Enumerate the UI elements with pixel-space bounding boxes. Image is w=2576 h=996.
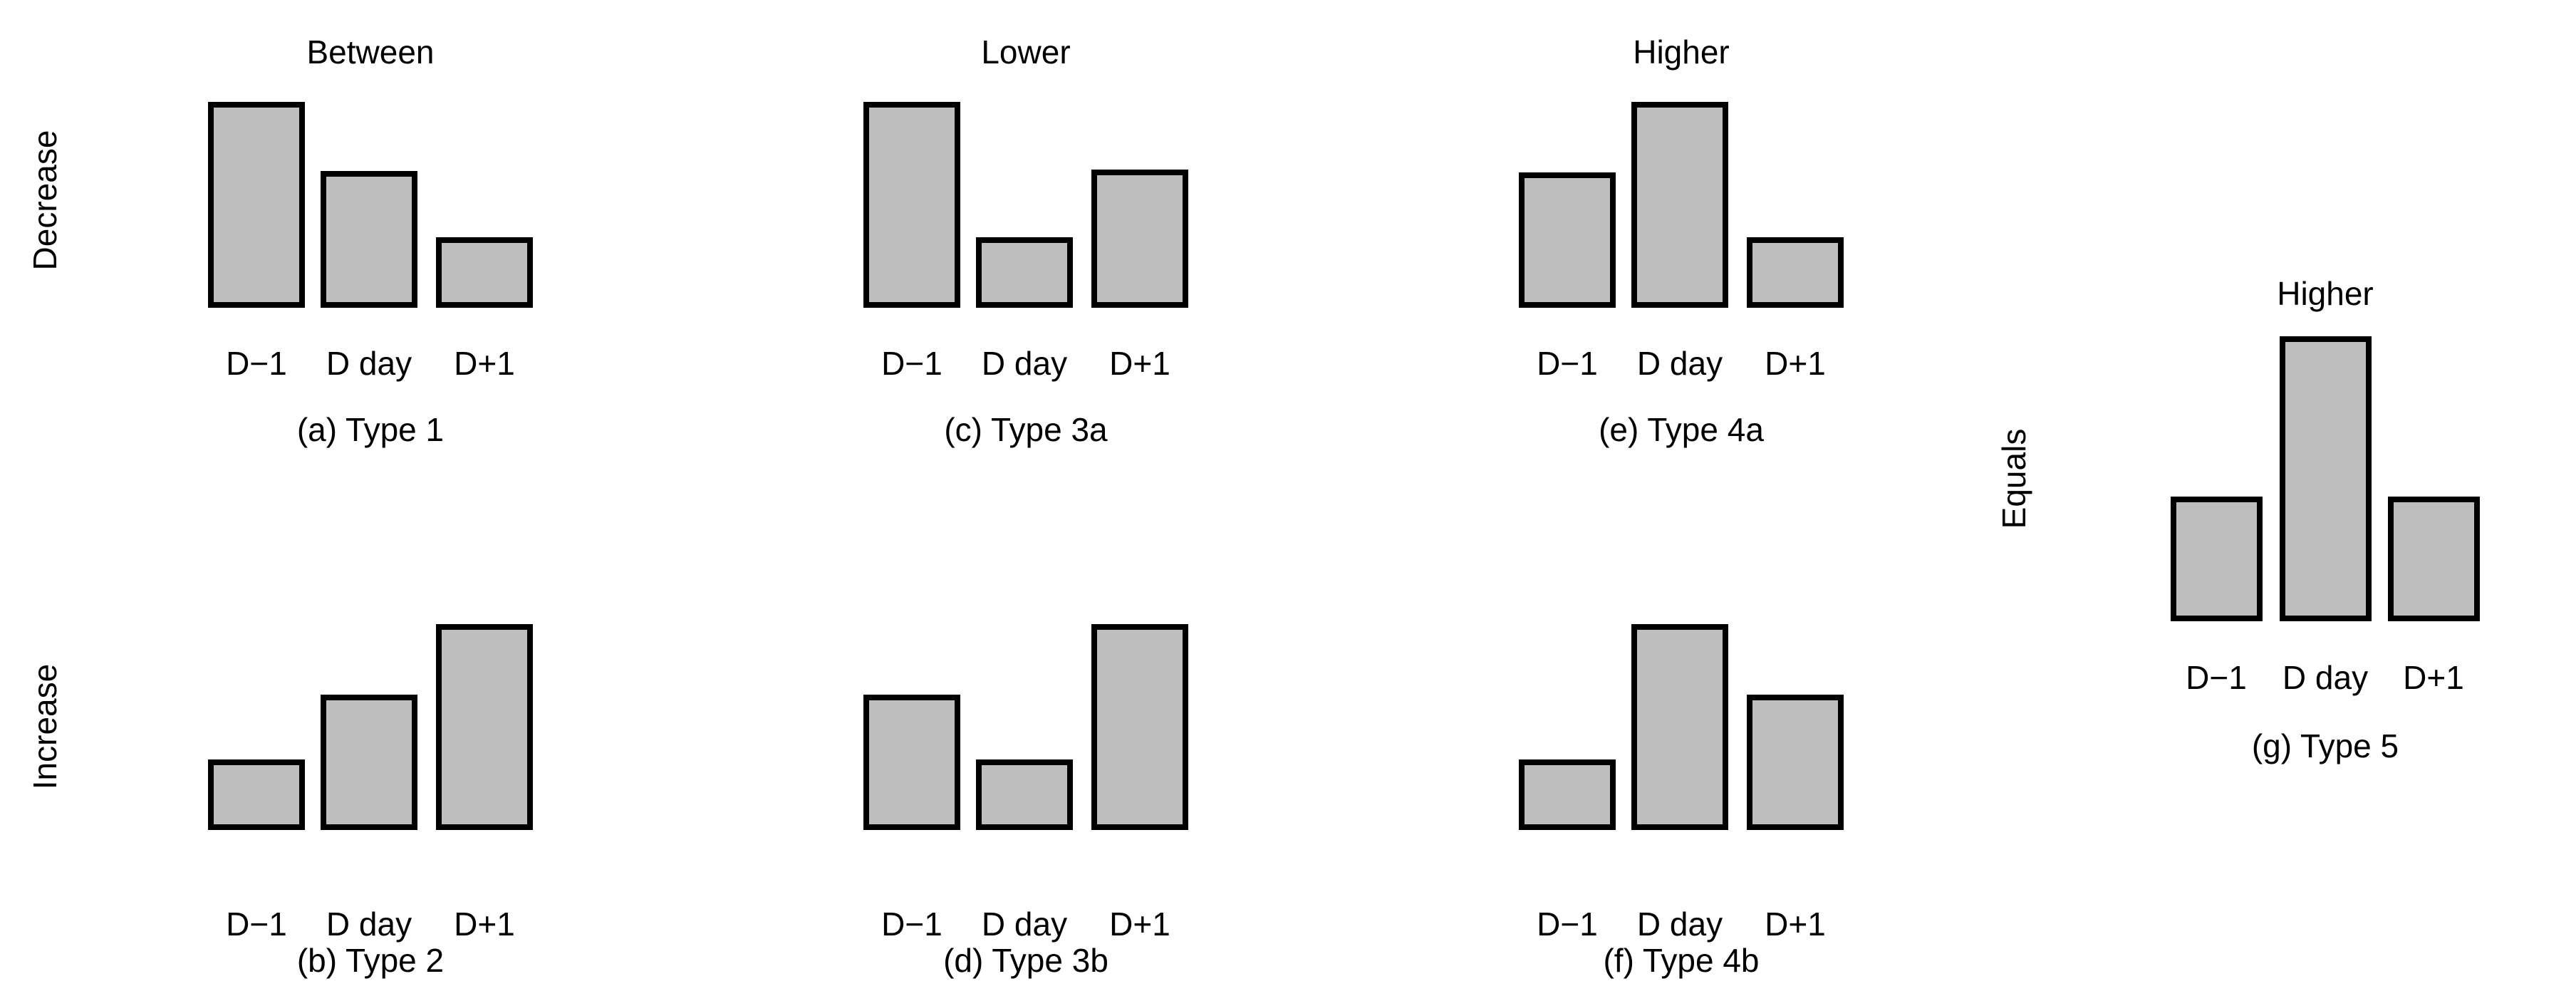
panel-b-xlabel-d-day: D day [326, 906, 412, 943]
panel-g-xlabel-d-day: D day [2282, 659, 2369, 696]
panel-d-bar-d-minus-1 [863, 695, 960, 830]
panel-g-xlabel-d-minus-1: D−1 [2186, 659, 2247, 696]
row-label-equals: Equals [1995, 428, 2032, 529]
panel-b-bar-d-plus-1 [436, 624, 533, 830]
panel-g-xlabel-d-plus-1: D+1 [2403, 659, 2464, 696]
panel-f-caption: (f) Type 4b [1603, 942, 1760, 979]
panel-b-xlabel-d-minus-1: D−1 [226, 906, 287, 943]
panel-b-bar-d-minus-1 [208, 759, 305, 830]
panel-d-xlabel-d-day: D day [981, 906, 1068, 943]
panel-e-xlabel-d-day: D day [1636, 345, 1723, 382]
panel-c-bar-d-plus-1 [1091, 170, 1188, 308]
panel-a-bar-d-plus-1 [436, 237, 533, 308]
panel-d-bar-d-plus-1 [1091, 624, 1188, 830]
panel-g-bar-d-plus-1 [2388, 497, 2480, 621]
panel-b-caption: (b) Type 2 [296, 942, 445, 979]
panel-a-bar-d-minus-1 [208, 102, 305, 308]
panel-f-xlabel-d-plus-1: D+1 [1765, 906, 1826, 943]
panel-e-title: Higher [1633, 33, 1730, 71]
panel-a-xlabel-d-plus-1: D+1 [454, 345, 515, 382]
panel-d-xlabel-d-plus-1: D+1 [1109, 906, 1170, 943]
panel-c-bar-d-minus-1 [863, 102, 960, 308]
panel-g-bar-d-minus-1 [2171, 497, 2263, 621]
panel-d-bar-d-day [976, 759, 1073, 830]
row-label-increase: Increase [26, 663, 63, 790]
row-label-decrease: Decrease [26, 130, 63, 271]
panel-e-bar-d-day [1631, 102, 1728, 308]
panel-e-bar-d-plus-1 [1747, 237, 1844, 308]
panel-a-xlabel-d-minus-1: D−1 [226, 345, 287, 382]
panel-a-bar-d-day [321, 171, 417, 308]
panel-e-caption: (e) Type 4a [1599, 411, 1764, 448]
panel-f-xlabel-d-day: D day [1636, 906, 1723, 943]
panel-c-xlabel-d-day: D day [981, 345, 1068, 382]
panel-b-bar-d-day [321, 695, 417, 830]
panel-c-xlabel-d-minus-1: D−1 [881, 345, 942, 382]
panel-c-bar-d-day [976, 237, 1073, 308]
panel-d-caption: (d) Type 3b [943, 942, 1108, 979]
panel-b-xlabel-d-plus-1: D+1 [454, 906, 515, 943]
panel-a-caption: (a) Type 1 [296, 411, 445, 448]
panel-g-title: Higher [2277, 275, 2374, 312]
panel-e-xlabel-d-minus-1: D−1 [1537, 345, 1598, 382]
panel-c-caption: (c) Type 3a [944, 411, 1108, 448]
panel-a-xlabel-d-day: D day [326, 345, 412, 382]
panel-f-bar-d-plus-1 [1747, 695, 1844, 830]
panel-f-xlabel-d-minus-1: D−1 [1537, 906, 1598, 943]
panel-g-caption: (g) Type 5 [2251, 727, 2399, 764]
panel-c-title: Lower [981, 33, 1071, 71]
panel-a-title: Between [306, 33, 435, 71]
panel-f-bar-d-minus-1 [1519, 759, 1616, 830]
panel-f-bar-d-day [1631, 624, 1728, 830]
panel-e-bar-d-minus-1 [1519, 172, 1616, 308]
panel-d-xlabel-d-minus-1: D−1 [881, 906, 942, 943]
panel-c-xlabel-d-plus-1: D+1 [1109, 345, 1170, 382]
panel-e-xlabel-d-plus-1: D+1 [1765, 345, 1826, 382]
panel-g-bar-d-day [2280, 336, 2372, 621]
